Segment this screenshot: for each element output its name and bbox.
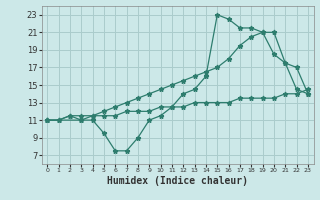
X-axis label: Humidex (Indice chaleur): Humidex (Indice chaleur) bbox=[107, 176, 248, 186]
